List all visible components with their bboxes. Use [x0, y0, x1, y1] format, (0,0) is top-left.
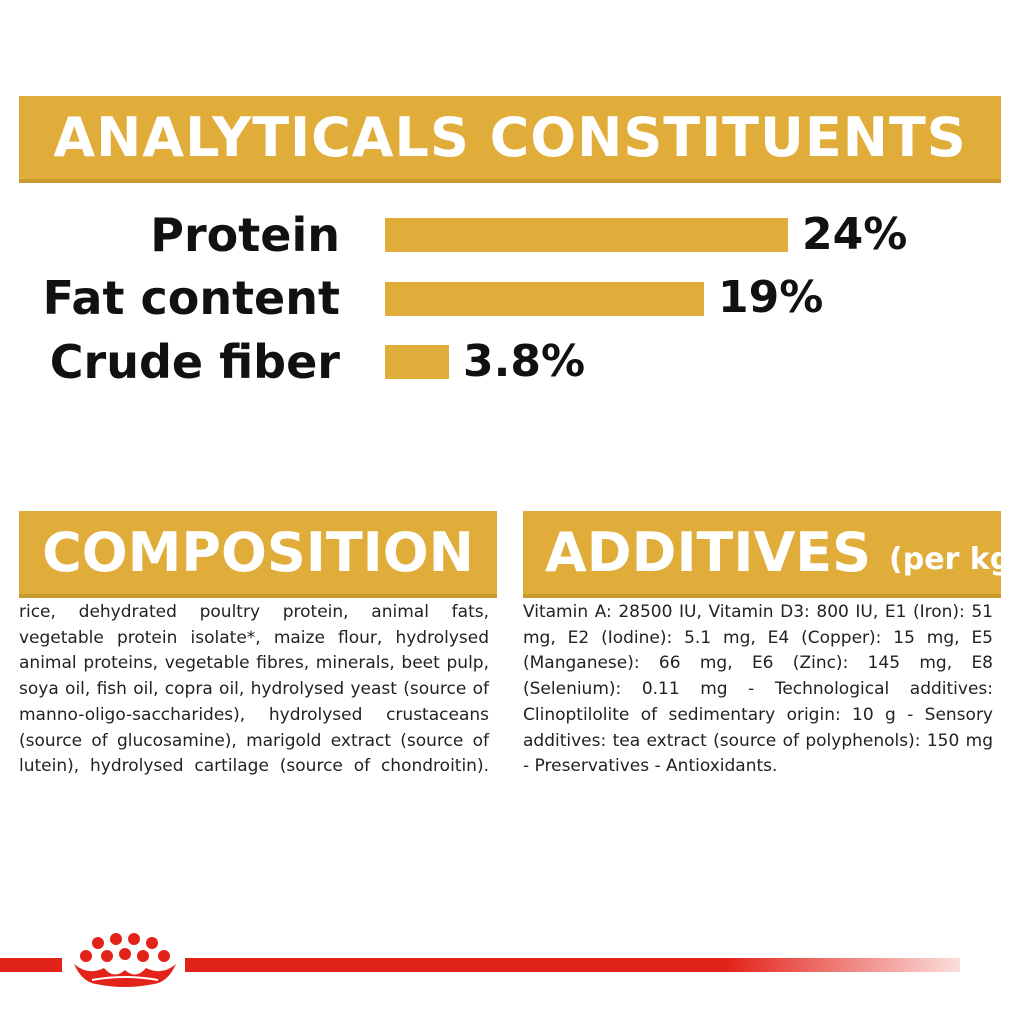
composition-title: COMPOSITION — [42, 521, 474, 584]
metric-bar-fiber — [385, 345, 449, 379]
metric-bar-protein — [385, 218, 788, 252]
additives-title: ADDITIVES — [545, 521, 872, 584]
metric-value-fiber: 3.8% — [463, 336, 586, 387]
metric-value-fat: 19% — [718, 272, 824, 323]
additives-banner: ADDITIVES (per kg) — [523, 511, 1020, 594]
analyticals-title-banner: ANALYTICALS CONSTITUENTS — [19, 96, 1001, 179]
metric-label-protein: Protein — [150, 208, 340, 262]
additives-unit: (per kg) — [889, 542, 1020, 577]
footer-line-right — [185, 958, 960, 972]
crown-icon — [74, 933, 176, 987]
footer-line-left — [0, 958, 62, 972]
metric-bar-fat — [385, 282, 704, 316]
composition-text: rice, dehydrated poultry protein, animal… — [19, 602, 489, 777]
analyticals-title: ANALYTICALS CONSTITUENTS — [53, 106, 967, 169]
metric-value-protein: 24% — [802, 209, 908, 260]
metric-label-fat: Fat content — [42, 271, 340, 325]
additives-text: Vitamin A: 28500 IU, Vitamin D3: 800 IU,… — [523, 602, 993, 777]
composition-banner: COMPOSITION — [19, 511, 497, 594]
metric-label-fiber: Crude fiber — [49, 335, 340, 389]
